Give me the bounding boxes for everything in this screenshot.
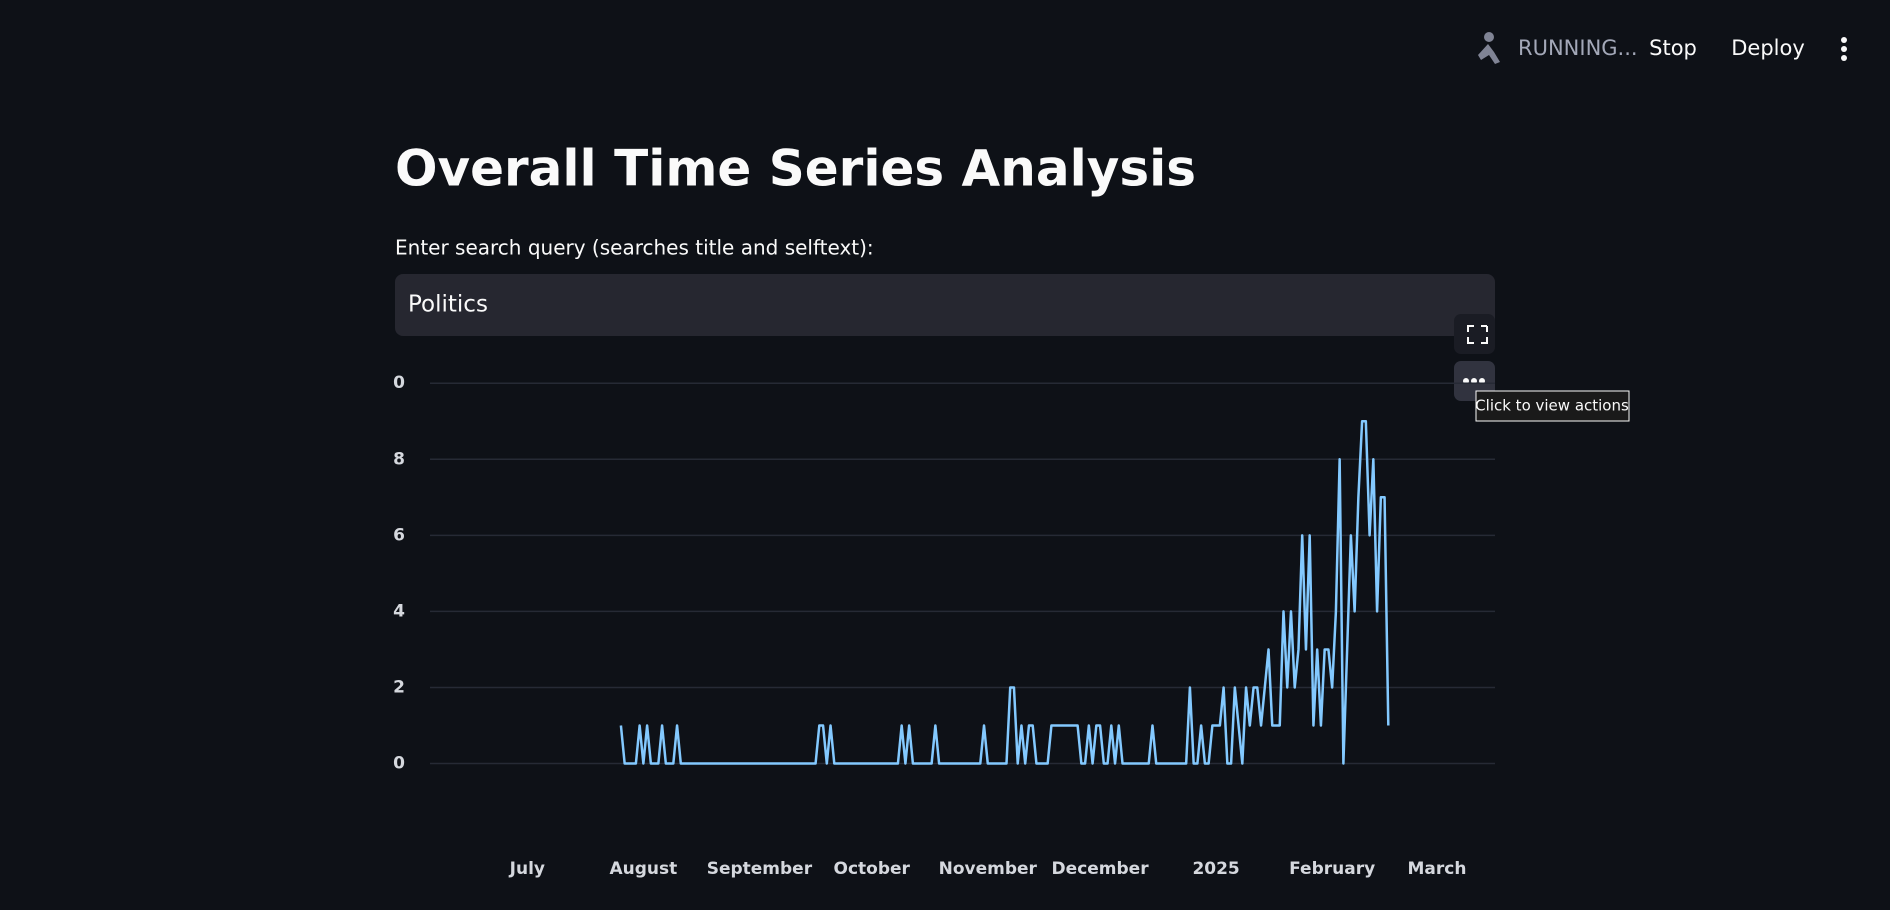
x-tick-label: October	[834, 859, 911, 879]
x-tick-label: July	[509, 859, 545, 879]
x-tick-label: 2025	[1192, 859, 1239, 879]
deploy-button[interactable]: Deploy	[1731, 36, 1805, 60]
y-tick-label: 0	[393, 754, 405, 774]
line-chart: 0 2 4 6 8 0 July August September October November…	[393, 373, 1495, 879]
y-tick-label: 4	[393, 601, 405, 621]
page-title: Overall Time Series Analysis	[395, 140, 1196, 198]
search-input[interactable]	[395, 274, 1495, 336]
input-label: Enter search query (searches title and s…	[395, 236, 874, 260]
status: RUNNING...	[1518, 36, 1638, 60]
fullscreen-button[interactable]	[1454, 314, 1495, 354]
input-value: Politics	[408, 292, 488, 318]
x-tick-label: September	[707, 859, 813, 879]
x-tick-label: August	[609, 859, 677, 879]
y-tick-label: 6	[393, 525, 405, 545]
tooltip-box	[1475, 390, 1630, 422]
x-tick-label: February	[1289, 859, 1375, 879]
stop-button[interactable]: Stop	[1649, 36, 1697, 60]
running-icon	[1478, 32, 1500, 64]
y-tick-label: 2	[393, 677, 405, 697]
series-line	[619, 420, 1390, 765]
x-tick-label: March	[1408, 859, 1467, 879]
tooltip: Click to view actions	[1475, 397, 1629, 415]
y-tick-label: 8	[393, 449, 405, 469]
x-tick-label: November	[939, 859, 1038, 879]
y-tick-label: 0	[393, 373, 405, 393]
main-menu[interactable]	[1841, 37, 1847, 61]
x-tick-label: December	[1052, 859, 1150, 879]
